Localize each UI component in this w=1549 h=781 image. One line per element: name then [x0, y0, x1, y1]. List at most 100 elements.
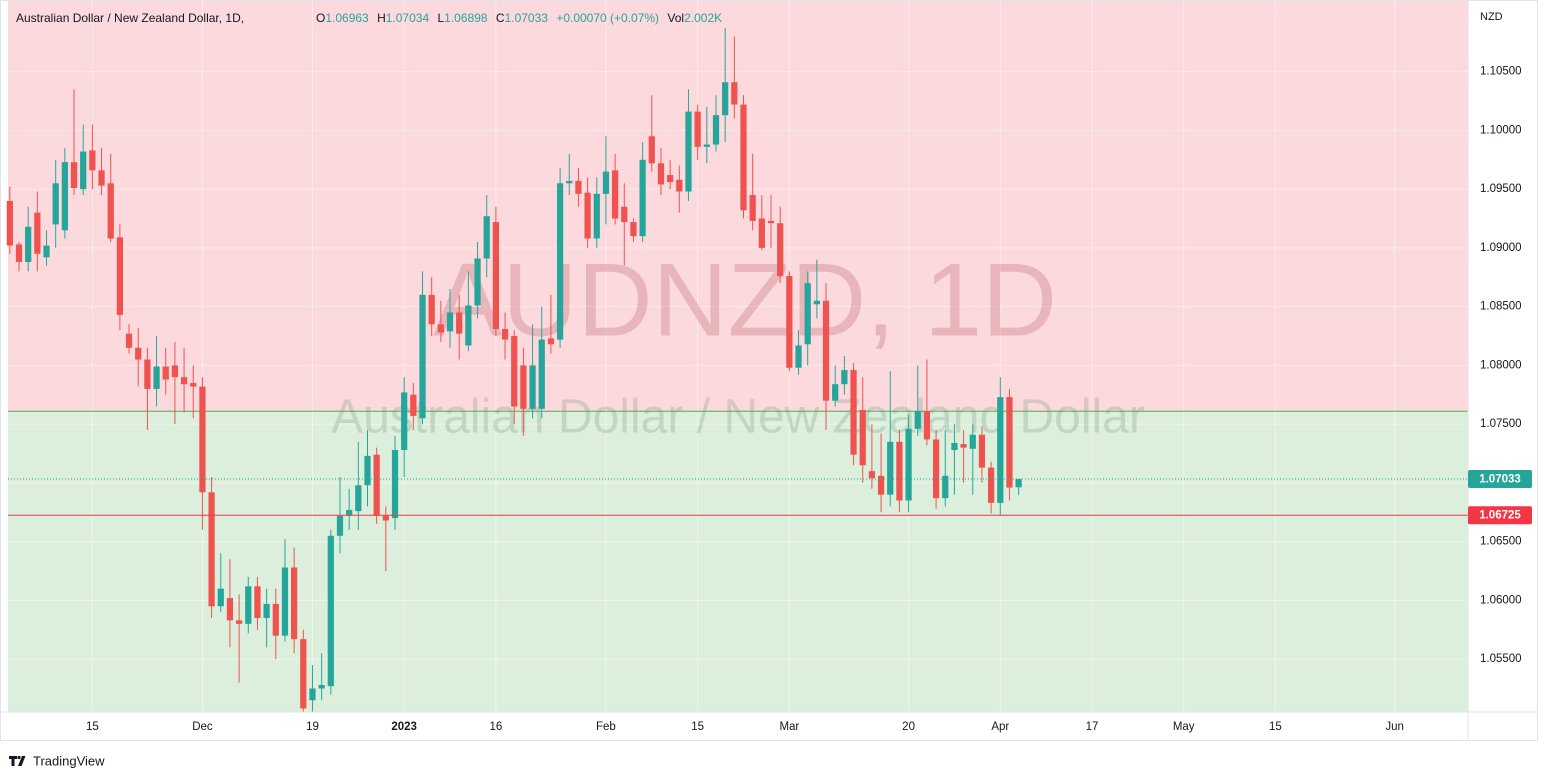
- y-tick-label: 1.07500: [1480, 418, 1522, 430]
- candle-body: [538, 339, 545, 409]
- candle-body: [382, 515, 389, 521]
- candle-body: [914, 411, 921, 429]
- candle-body: [804, 283, 811, 345]
- candle-body: [401, 392, 408, 450]
- candle-body: [15, 244, 23, 263]
- candle-body: [153, 366, 160, 389]
- candle-body: [520, 365, 527, 409]
- candle-body: [6, 200, 13, 246]
- candle-body: [712, 115, 720, 145]
- candle-body: [722, 82, 729, 116]
- candle-body: [98, 170, 105, 186]
- x-tick-label: 16: [489, 721, 502, 733]
- candle-body: [777, 223, 784, 277]
- x-tick-label: 20: [902, 721, 915, 733]
- y-tick-label: 1.09500: [1480, 183, 1522, 195]
- x-tick-label: 15: [86, 721, 99, 733]
- candle-body: [25, 226, 32, 263]
- x-tick-label: Feb: [596, 721, 616, 733]
- candle-body: [868, 471, 876, 479]
- x-tick-label: 2023: [391, 721, 417, 733]
- candle-body: [428, 294, 435, 325]
- candle-body: [978, 434, 986, 468]
- candle-body: [997, 397, 1004, 503]
- candle-body: [740, 104, 747, 211]
- x-tick-label: 19: [306, 721, 319, 733]
- candle-body: [245, 586, 252, 624]
- x-tick-label: Apr: [991, 721, 1009, 733]
- low-value: 1.06898: [444, 11, 488, 25]
- candle-body: [446, 312, 454, 332]
- x-tick-label: May: [1173, 721, 1195, 733]
- x-tick-label: Jun: [1385, 721, 1404, 733]
- brand-name: TradingView: [33, 753, 105, 768]
- candle-body: [125, 333, 133, 348]
- candle-body: [758, 218, 765, 248]
- price-label: 1.06725: [1479, 510, 1521, 522]
- price-label-box: [1468, 506, 1532, 525]
- candle-body: [602, 171, 610, 194]
- candle-body: [850, 370, 857, 455]
- candle-body: [749, 195, 756, 221]
- candle-body: [474, 258, 481, 306]
- x-tick-label: Dec: [192, 721, 213, 733]
- candle-body: [52, 183, 59, 225]
- volume-value: 2.002K: [684, 11, 722, 25]
- axes: NZD 1.055001.060001.065001.070001.075001…: [0, 0, 1538, 741]
- candle-body: [547, 338, 555, 345]
- frame: [0, 0, 1538, 741]
- candle-body: [61, 162, 68, 231]
- candle-body: [226, 598, 234, 621]
- candle-body: [391, 449, 399, 519]
- candle-body: [556, 183, 564, 340]
- candle-body: [364, 455, 371, 486]
- x-tick-label: Mar: [779, 721, 799, 733]
- candle-body: [639, 159, 646, 237]
- legend: Australian Dollar / New Zealand Dollar, …: [16, 11, 722, 25]
- candle-body: [621, 206, 628, 223]
- open-value: 1.06963: [325, 11, 369, 25]
- watermark-symbol: AUDNZD, 1D: [433, 242, 1057, 358]
- brand: TradingView: [9, 753, 105, 768]
- candle-body: [199, 386, 206, 493]
- candle-body: [1015, 479, 1022, 488]
- candle-body: [832, 384, 839, 401]
- candle-body: [685, 111, 692, 192]
- candle-body: [419, 294, 426, 419]
- candle-body: [501, 328, 509, 340]
- candle-body: [1006, 397, 1013, 488]
- candle-body: [813, 300, 820, 305]
- candle-body: [263, 603, 270, 619]
- candle-body: [318, 684, 325, 689]
- y-tick-label: 1.06000: [1480, 594, 1522, 606]
- candle-body: [951, 442, 958, 450]
- close-value: 1.07033: [505, 11, 549, 25]
- candle-body: [841, 370, 848, 385]
- candle-body: [336, 515, 344, 536]
- candle-body: [34, 212, 41, 254]
- y-tick-label: 1.05500: [1480, 653, 1522, 665]
- candle-body: [135, 347, 142, 360]
- candle-body: [887, 441, 894, 495]
- last-price-label: 1.07033: [1479, 474, 1521, 486]
- watermark: AUDNZD, 1D Australian Dollar / New Zeala…: [331, 242, 1145, 443]
- candle-body: [116, 237, 124, 315]
- candle-body: [896, 441, 903, 501]
- candle-body: [171, 365, 179, 378]
- candle-body: [309, 688, 316, 701]
- candle-body: [456, 312, 463, 334]
- lower-zone: [8, 411, 1468, 712]
- candle-body: [731, 82, 738, 105]
- watermark-name: Australian Dollar / New Zealand Dollar: [331, 391, 1145, 444]
- legend-title: Australian Dollar / New Zealand Dollar, …: [16, 11, 244, 25]
- candle-body: [529, 365, 536, 409]
- candle-body: [942, 475, 949, 499]
- candle-body: [144, 359, 151, 389]
- low-label: L: [437, 11, 444, 25]
- candle-body: [217, 588, 224, 607]
- y-tick-label: 1.08000: [1480, 359, 1522, 371]
- y-tick-label: 1.08500: [1480, 301, 1522, 313]
- candle-body: [932, 439, 940, 499]
- candle-body: [492, 222, 500, 329]
- candle-body: [822, 300, 830, 401]
